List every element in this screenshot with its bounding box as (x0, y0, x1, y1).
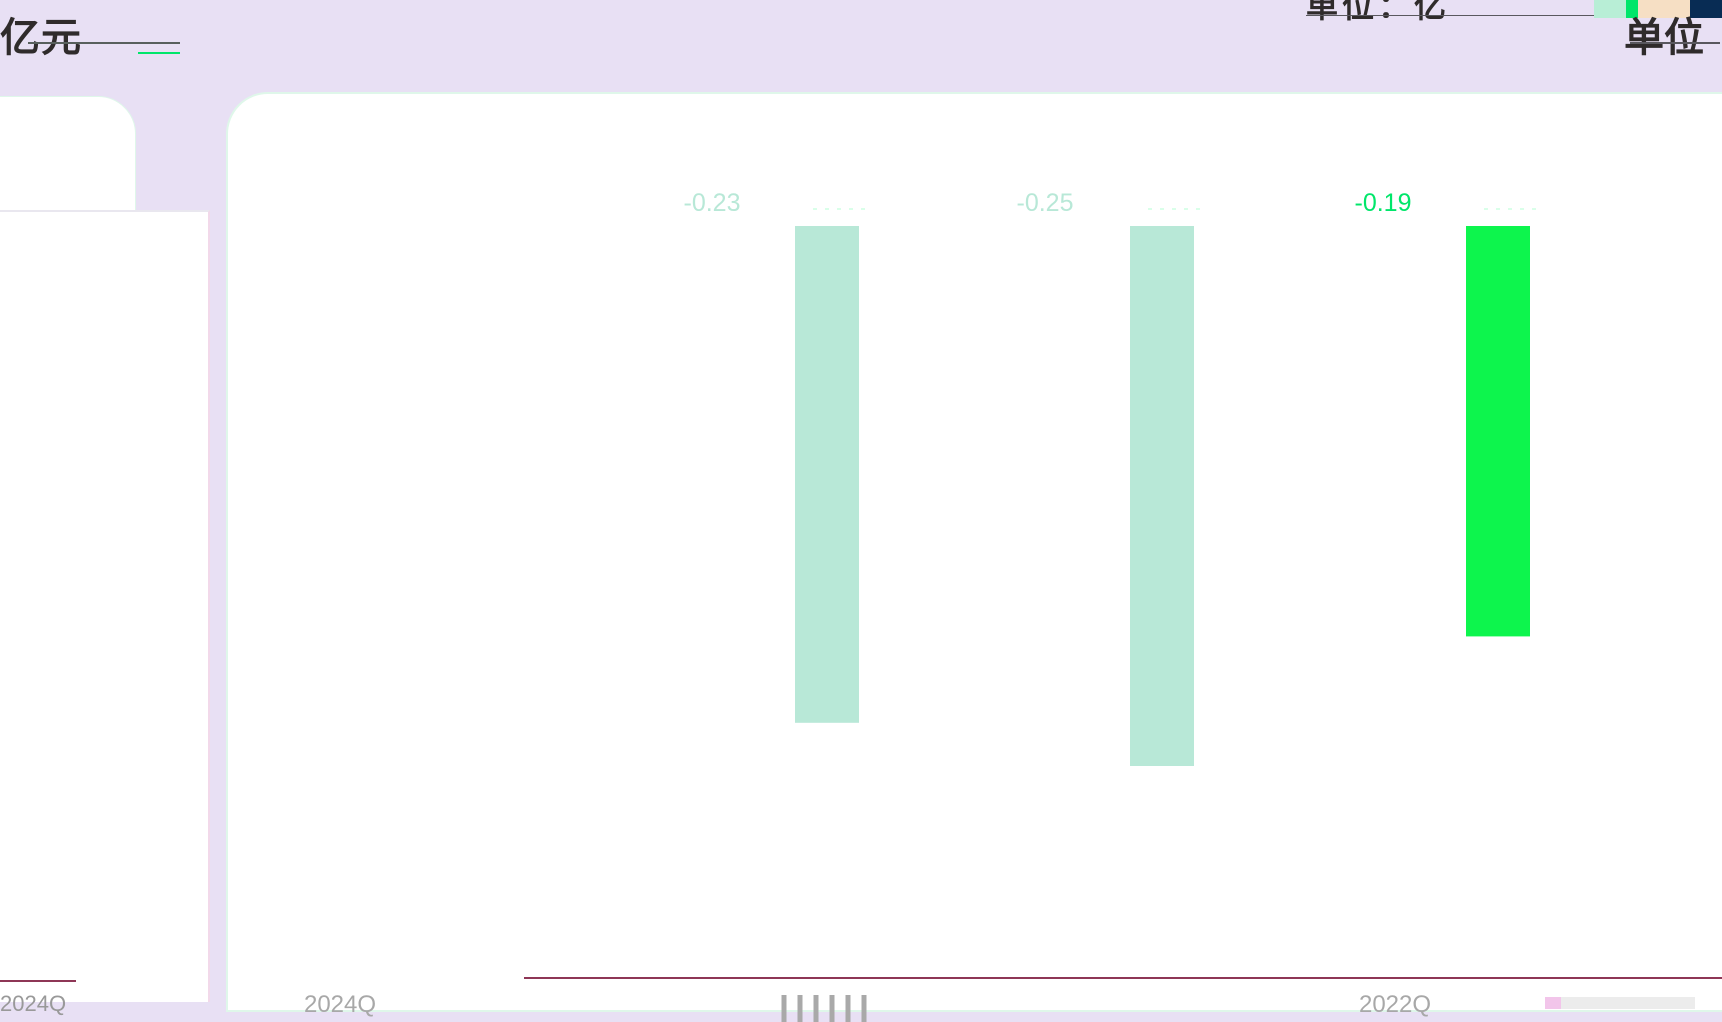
data-label-3: -0.19 (1355, 189, 1412, 217)
bar-3 (1466, 226, 1530, 637)
right-unit-label: 单位：亿 (1306, 0, 1451, 24)
left-unit-accent (138, 52, 180, 54)
x-tick-label-1: 2024Q (304, 991, 376, 1018)
left-card-axis-line (0, 980, 76, 982)
legend-swatch-navy (1690, 0, 1722, 18)
left-unit-divider (28, 42, 180, 44)
right-unit-divider (1306, 15, 1706, 16)
bar-2 (1130, 226, 1194, 766)
right-header-mark: 单位 (1624, 15, 1704, 60)
x-axis-tick-cluster (781, 995, 867, 1022)
data-label-2: -0.25 (1017, 189, 1074, 217)
x-tick-label-2: 2022Q (1359, 991, 1431, 1018)
legend-swatch-green (1626, 0, 1638, 18)
left-card (0, 210, 210, 1002)
left-unit-label: 亿元 (0, 15, 82, 60)
bar-1 (795, 226, 859, 723)
legend-swatch-mint (1594, 0, 1626, 18)
data-label-1: -0.23 (684, 189, 741, 217)
legend-swatch-sand (1638, 0, 1690, 18)
axis-label-artifact-accent (1545, 997, 1561, 1009)
right-header-mark-divider (1630, 42, 1720, 44)
legend-swatch-strip (1594, 0, 1722, 18)
axis-label-artifact (1545, 997, 1695, 1009)
left-card-axis-label: 2024Q (0, 991, 67, 1016)
